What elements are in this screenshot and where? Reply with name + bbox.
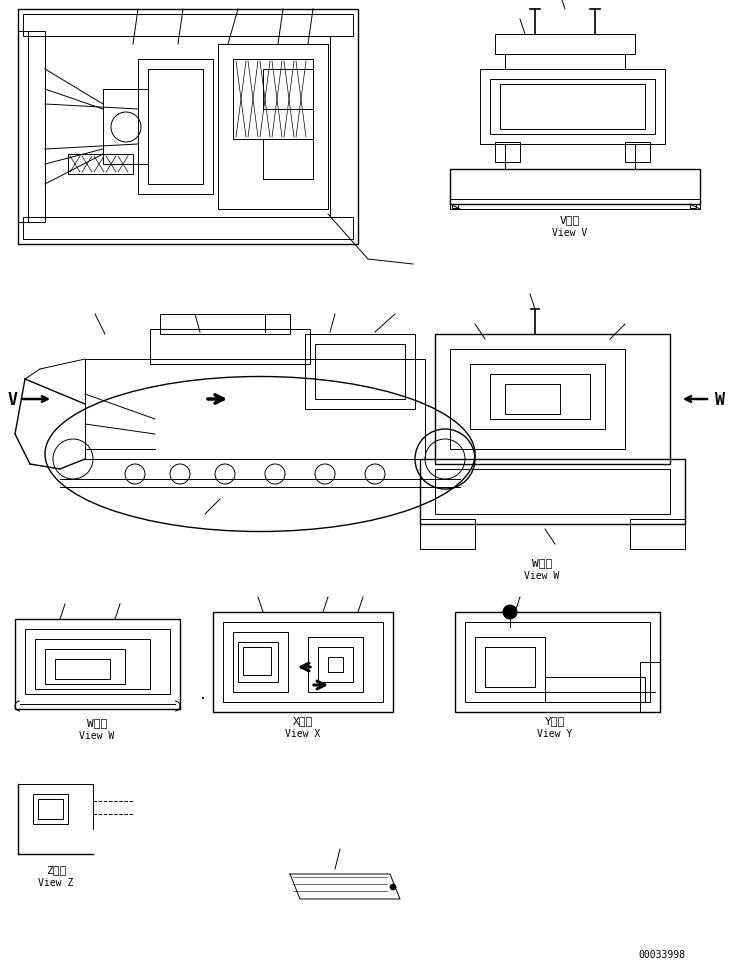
Bar bbox=[243, 648, 271, 676]
Bar bbox=[138, 60, 213, 195]
Text: W　視: W 視 bbox=[87, 717, 107, 727]
Bar bbox=[45, 37, 330, 218]
Bar bbox=[465, 623, 650, 702]
Bar bbox=[450, 170, 700, 205]
Text: View X: View X bbox=[285, 728, 321, 738]
Bar bbox=[103, 90, 148, 165]
Text: .: . bbox=[199, 687, 207, 702]
Circle shape bbox=[503, 605, 517, 619]
Bar bbox=[435, 334, 670, 464]
Text: 00033998: 00033998 bbox=[638, 949, 686, 959]
Bar bbox=[630, 520, 685, 550]
Text: Y　視: Y 視 bbox=[545, 715, 565, 726]
Bar bbox=[23, 15, 353, 37]
Bar bbox=[263, 70, 313, 110]
Text: W　視: W 視 bbox=[532, 557, 552, 567]
Bar bbox=[150, 330, 310, 364]
Bar bbox=[490, 80, 655, 135]
Bar bbox=[318, 648, 353, 682]
Bar bbox=[495, 143, 520, 162]
Bar bbox=[223, 623, 383, 702]
Bar bbox=[15, 619, 180, 709]
Text: V　視: V 視 bbox=[560, 214, 580, 225]
Bar bbox=[218, 45, 328, 209]
Bar bbox=[545, 678, 645, 702]
Text: View W: View W bbox=[79, 730, 115, 740]
Bar bbox=[420, 520, 475, 550]
Bar bbox=[25, 629, 170, 694]
Bar bbox=[238, 642, 278, 682]
Bar bbox=[500, 85, 645, 130]
Bar bbox=[480, 70, 665, 145]
Bar bbox=[435, 470, 670, 514]
Bar bbox=[450, 200, 700, 209]
Bar bbox=[315, 345, 405, 400]
Bar bbox=[470, 364, 605, 430]
Bar bbox=[420, 459, 685, 525]
Bar bbox=[213, 612, 393, 712]
Bar bbox=[640, 662, 660, 712]
Bar bbox=[23, 218, 353, 239]
Bar bbox=[18, 32, 45, 223]
Bar bbox=[263, 140, 313, 180]
Bar bbox=[35, 639, 150, 689]
Bar bbox=[55, 659, 110, 679]
Bar bbox=[485, 648, 535, 687]
Text: W: W bbox=[715, 390, 725, 408]
Bar bbox=[233, 60, 313, 140]
Bar bbox=[625, 143, 650, 162]
Bar bbox=[18, 10, 358, 245]
Bar bbox=[450, 350, 625, 450]
Bar bbox=[85, 359, 425, 459]
Text: View Y: View Y bbox=[537, 728, 573, 738]
Bar bbox=[305, 334, 415, 409]
Bar bbox=[233, 632, 288, 692]
Text: View W: View W bbox=[525, 571, 559, 580]
Text: View Z: View Z bbox=[38, 877, 74, 887]
Bar bbox=[45, 650, 125, 684]
Text: V: V bbox=[8, 390, 18, 408]
Bar bbox=[33, 794, 68, 825]
Bar bbox=[308, 637, 363, 692]
Bar bbox=[475, 637, 545, 692]
Bar bbox=[505, 384, 560, 414]
Bar bbox=[490, 375, 590, 420]
Bar bbox=[505, 55, 625, 70]
Bar bbox=[452, 205, 458, 209]
Bar bbox=[455, 612, 660, 712]
Bar bbox=[328, 657, 343, 673]
Text: X　視: X 視 bbox=[293, 715, 313, 726]
Text: Z　視: Z 視 bbox=[46, 864, 66, 875]
Bar bbox=[38, 800, 63, 819]
Bar bbox=[160, 314, 290, 334]
Text: View V: View V bbox=[552, 228, 588, 237]
Bar bbox=[148, 70, 203, 185]
Bar bbox=[68, 155, 133, 175]
Bar bbox=[690, 205, 696, 209]
Bar bbox=[495, 35, 635, 55]
Circle shape bbox=[390, 884, 396, 890]
